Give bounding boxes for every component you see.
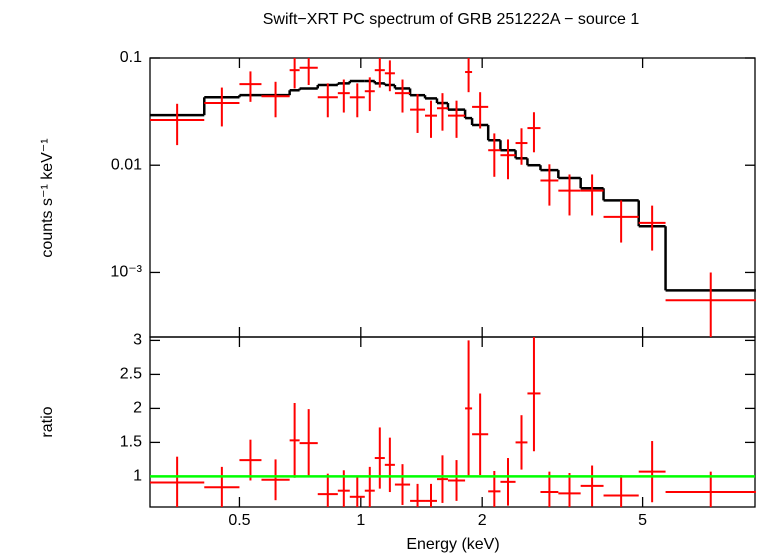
y-tick-label: 0.1 <box>120 49 142 66</box>
y-tick-label: 3 <box>133 332 142 349</box>
y-tick-label: 1.5 <box>120 434 142 451</box>
x-tick-label: 0.5 <box>228 512 250 529</box>
x-tick-label: 1 <box>356 512 365 529</box>
y-tick-label: 2 <box>133 400 142 417</box>
y-axis-label: counts s⁻¹ keV⁻¹ <box>39 138 56 257</box>
plot-frame <box>149 336 756 508</box>
x-tick-label: 5 <box>638 512 647 529</box>
y-tick-label: 1 <box>133 468 142 485</box>
y-axis-label: ratio <box>39 406 56 437</box>
x-axis-label: Energy (keV) <box>406 536 499 553</box>
y-tick-label: 10⁻³ <box>110 264 142 281</box>
y-tick-label: 0.01 <box>111 156 142 173</box>
chart-title: Swift−XRT PC spectrum of GRB 251222A − s… <box>263 11 640 28</box>
x-tick-label: 2 <box>478 512 487 529</box>
y-tick-label: 2.5 <box>120 366 142 383</box>
